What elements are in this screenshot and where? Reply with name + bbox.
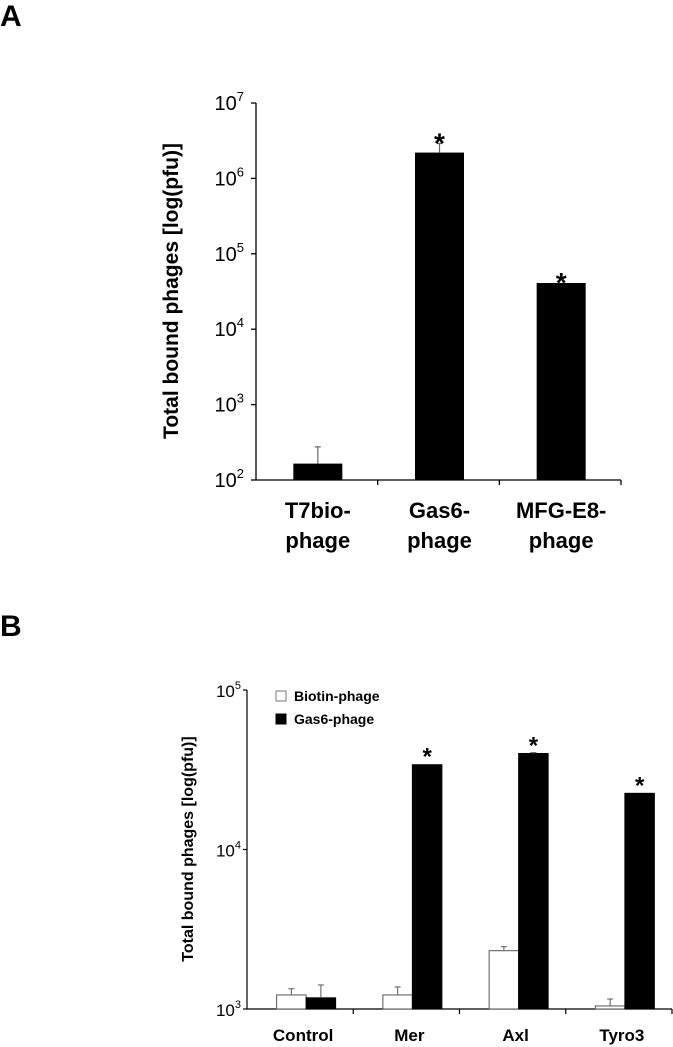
significance-asterisk: * (434, 128, 445, 159)
bar (293, 463, 343, 480)
panel-a-x-ticks (377, 480, 622, 485)
bar-gas6-phage (305, 997, 337, 1010)
y-tick-label: 103 (215, 391, 244, 417)
y-tick-label: 105 (216, 680, 241, 701)
panel-a-y-axis-label: Total bound phages [log(pfu)] (160, 143, 183, 439)
category-label: Mer (394, 1026, 425, 1045)
category-label: Tyro3 (599, 1026, 644, 1045)
legend-swatch-biotin-phage (275, 690, 287, 702)
significance-asterisk: * (529, 732, 539, 759)
bar-gas6-phage (518, 752, 549, 1010)
category-label: T7bio- (285, 498, 351, 523)
panel-b-bars: * * * (276, 732, 655, 1010)
bar (536, 282, 586, 480)
category-label: Axl (502, 1026, 528, 1045)
panel-a-bars: ** (293, 128, 586, 480)
y-tick-label: 103 (216, 999, 241, 1020)
bar-biotin-phage (276, 994, 307, 1010)
bar-gas6-phage (624, 792, 655, 1010)
panel-a-label: A (0, 0, 22, 33)
y-tick-label: 107 (215, 89, 244, 115)
bar-biotin-phage (382, 994, 413, 1010)
panel-b-legend: Biotin-phage Gas6-phage (275, 688, 380, 727)
y-tick-label: 105 (215, 240, 244, 266)
category-label: phage (407, 528, 472, 553)
y-tick-label: 106 (215, 164, 244, 190)
legend-label-biotin-phage: Biotin-phage (294, 688, 380, 704)
panel-b-y-axis-label: Total bound phages [log(pfu)] (180, 736, 197, 961)
bar-biotin-phage (488, 950, 520, 1010)
significance-asterisk: * (422, 744, 432, 771)
y-tick-label: 102 (215, 466, 244, 492)
category-label: Gas6- (409, 498, 470, 523)
significance-asterisk: * (635, 772, 645, 799)
significance-asterisk: * (556, 267, 567, 298)
legend-swatch-gas6-phage (275, 713, 287, 725)
panel-a-category-labels: T7bio-phage Gas6- phage MFG-E8- phage (285, 498, 607, 553)
category-label: Control (273, 1026, 333, 1045)
panel-a-y-ticks: 102 103 104 105 106 107 (215, 89, 256, 492)
legend-label-gas6-phage: Gas6-phage (294, 711, 374, 727)
panel-b-chart: B Total bound phages [log(pfu)] 10310410… (0, 610, 673, 1045)
panel-b-y-ticks: 103 104 105 (216, 680, 247, 1020)
panel-b-category-labels: Control Mer Axl Tyro3 (273, 1026, 644, 1045)
category-label: MFG-E8- (516, 498, 606, 523)
panel-b-x-ticks (352, 1009, 673, 1014)
y-tick-label: 104 (215, 315, 244, 341)
panel-a-chart: A Total bound phages [log(pfu)] 10210310… (0, 0, 622, 553)
y-tick-label: 104 (216, 840, 241, 861)
category-label: phage (529, 528, 594, 553)
panel-b-label: B (0, 610, 22, 643)
bar-gas6-phage (411, 764, 443, 1010)
category-label: phage (285, 528, 350, 553)
bar (415, 152, 464, 480)
bar-biotin-phage (594, 1005, 626, 1010)
